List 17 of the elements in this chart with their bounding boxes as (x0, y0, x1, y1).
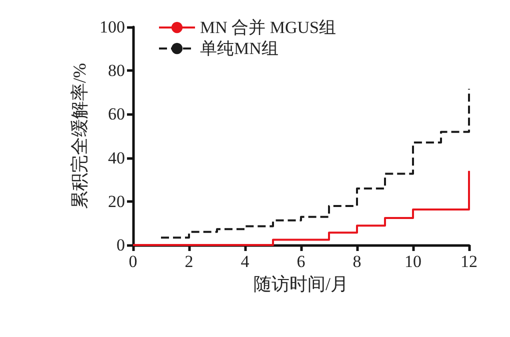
x-tick-label: 4 (240, 252, 250, 271)
y-axis-title: 累积完全缓解率/% (70, 63, 90, 209)
y-tick-label: 40 (108, 148, 125, 168)
x-tick-label: 0 (128, 252, 138, 271)
legend-label: 单纯MN组 (200, 39, 278, 58)
x-tick-label: 10 (404, 252, 422, 271)
y-tick-label: 100 (100, 18, 125, 36)
y-tick-label: 80 (108, 61, 125, 80)
x-tick-label: 12 (460, 252, 478, 271)
legend-label: MN 合并 MGUS组 (200, 18, 336, 37)
y-tick-label: 60 (108, 104, 125, 124)
x-tick-label: 2 (184, 252, 194, 271)
x-axis-title: 随访时间/月 (253, 274, 349, 294)
x-tick-label: 6 (296, 252, 306, 271)
y-tick-label: 20 (108, 192, 125, 211)
y-tick-label: 0 (116, 236, 125, 254)
x-tick-label: 8 (352, 252, 362, 271)
